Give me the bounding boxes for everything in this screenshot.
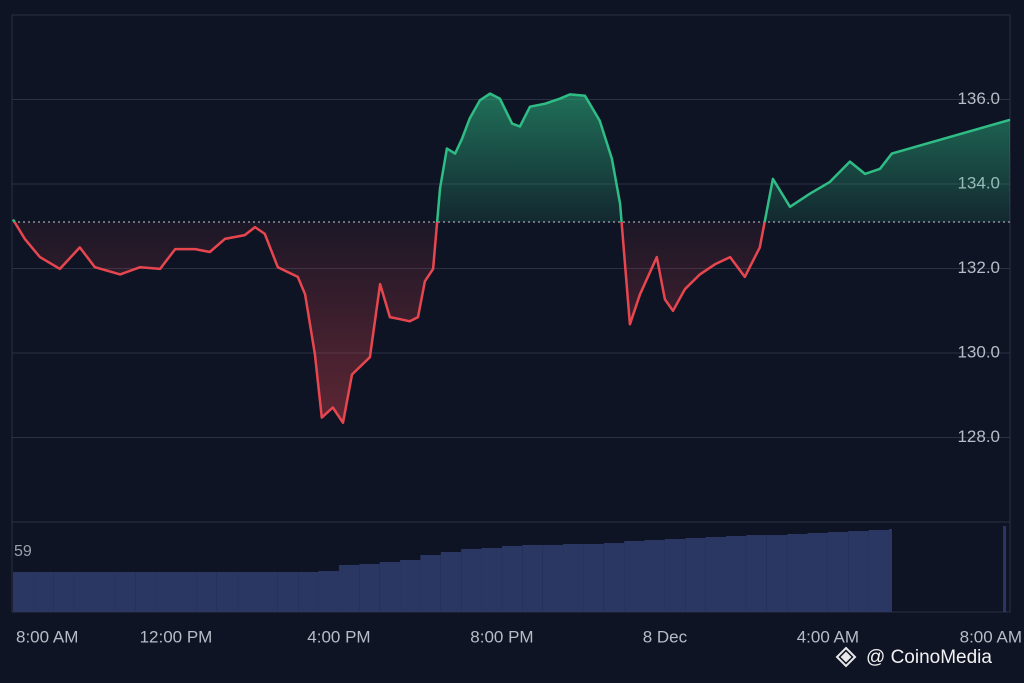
- y-tick-label: 128.0: [957, 427, 1000, 446]
- watermark: @ CoinoMedia: [866, 647, 992, 668]
- watermark-icon: [835, 646, 857, 668]
- volume-label: 59: [14, 543, 32, 560]
- volume-bar: [277, 572, 299, 612]
- x-tick-label: 4:00 AM: [797, 627, 859, 646]
- price-line: [11, 92, 1011, 424]
- volume-bar: [807, 533, 828, 612]
- volume-bar: [726, 536, 747, 612]
- volume-bar: [216, 572, 238, 612]
- area-fill: [13, 93, 1010, 423]
- volume-bar: [257, 572, 278, 612]
- volume-bar: [481, 548, 502, 612]
- volume-bar: [624, 541, 645, 612]
- volume-bar: [237, 572, 258, 612]
- volume-bar: [114, 572, 136, 612]
- volume-bar: [827, 532, 849, 612]
- volume-bar: [766, 535, 788, 612]
- volume-bar: [888, 529, 892, 612]
- volume-bar: [400, 560, 421, 612]
- volume-bar: [440, 552, 462, 612]
- volume-bar: [33, 572, 54, 612]
- volume-bar: [501, 546, 523, 612]
- volume-bar: [685, 538, 706, 612]
- volume-bar: [848, 531, 869, 612]
- y-tick-label: 130.0: [957, 342, 1000, 361]
- volume-bar: [583, 544, 604, 612]
- volume-bar: [644, 540, 665, 612]
- x-tick-label: 8:00 AM: [16, 627, 78, 646]
- volume-bar: [53, 572, 75, 612]
- volume-bar: [74, 572, 95, 612]
- volume-bar: [461, 549, 482, 612]
- volume-bar: [542, 545, 564, 612]
- y-tick-label: 136.0: [957, 89, 1000, 108]
- volume-bar: [563, 544, 584, 612]
- x-tick-label: 8:00 AM: [960, 627, 1022, 646]
- volume-bar: [196, 572, 217, 612]
- volume-bar: [155, 572, 176, 612]
- volume-bar: [298, 572, 319, 612]
- volume-bar: [787, 534, 808, 612]
- volume-bar: [746, 535, 767, 612]
- x-tick-label: 4:00 PM: [307, 627, 370, 646]
- volume-bar: [359, 564, 380, 612]
- volume-bar: [338, 565, 360, 612]
- volume-bar: [705, 537, 727, 612]
- volume-bar: [318, 571, 339, 612]
- volume-bar: [522, 545, 543, 612]
- x-tick-label: 12:00 PM: [140, 627, 213, 646]
- volume-bar: [135, 572, 156, 612]
- volume-bar: [868, 530, 889, 612]
- x-tick-label: 8:00 PM: [470, 627, 533, 646]
- volume-bar: [664, 539, 686, 612]
- volume-bar: [94, 572, 115, 612]
- volume-bar: [420, 555, 441, 612]
- y-tick-label: 132.0: [957, 258, 1000, 277]
- volume-bar: [1003, 526, 1007, 612]
- volume-bar: [379, 562, 401, 612]
- x-tick-label: 8 Dec: [643, 627, 688, 646]
- volume-bar: [13, 572, 34, 612]
- volume-bar: [175, 572, 197, 612]
- volume-bar: [603, 543, 625, 612]
